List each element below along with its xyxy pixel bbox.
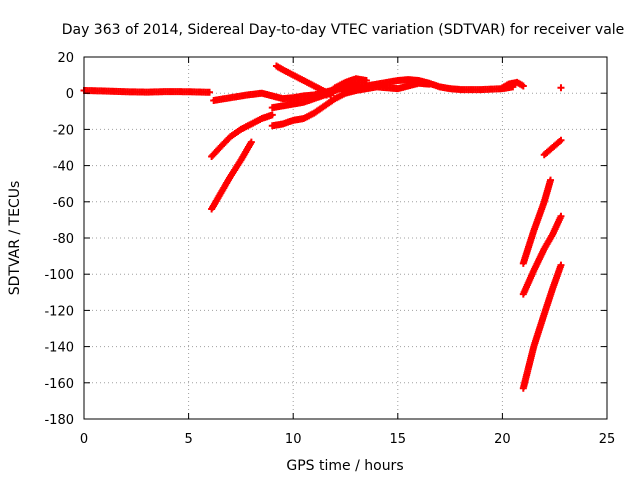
data-point <box>557 84 565 92</box>
x-tick-label: 5 <box>184 432 192 447</box>
data-points <box>80 62 565 392</box>
x-tick-label: 15 <box>390 432 407 447</box>
y-tick-label: -20 <box>53 123 74 138</box>
x-axis-label: GPS time / hours <box>286 458 403 474</box>
y-tick-label: -120 <box>44 304 74 319</box>
y-tick-label: 20 <box>57 51 74 66</box>
y-tick-label: -160 <box>44 377 74 392</box>
chart-title: Day 363 of 2014, Sidereal Day-to-day VTE… <box>62 22 625 38</box>
x-tick-label: 0 <box>80 432 88 447</box>
x-tick-label: 25 <box>599 432 616 447</box>
x-tick-label: 20 <box>494 432 511 447</box>
data-point <box>362 77 370 85</box>
y-tick-label: -140 <box>44 341 74 356</box>
y-tick-label: 0 <box>66 87 74 102</box>
y-tick-label: -100 <box>44 268 74 283</box>
axis-ticks: 0 5 10 15 20 25 20 0 -20 -40 -60 -80 -100 -120 -140 -16… <box>44 51 615 447</box>
data-point <box>206 88 214 96</box>
data-point <box>547 176 555 184</box>
y-axis-label: SDTVAR / TECUs <box>7 181 23 296</box>
data-point <box>247 138 255 146</box>
y-tick-label: -80 <box>53 232 74 247</box>
y-tick-label: -180 <box>44 413 74 428</box>
data-point <box>352 82 360 90</box>
data-point <box>519 82 527 90</box>
y-tick-label: -60 <box>53 196 74 211</box>
data-point <box>268 111 276 119</box>
data-point <box>557 136 565 144</box>
data-point <box>557 261 565 269</box>
y-tick-label: -40 <box>53 160 74 175</box>
data-point <box>557 212 565 220</box>
x-tick-label: 10 <box>285 432 302 447</box>
data-point <box>425 80 433 88</box>
